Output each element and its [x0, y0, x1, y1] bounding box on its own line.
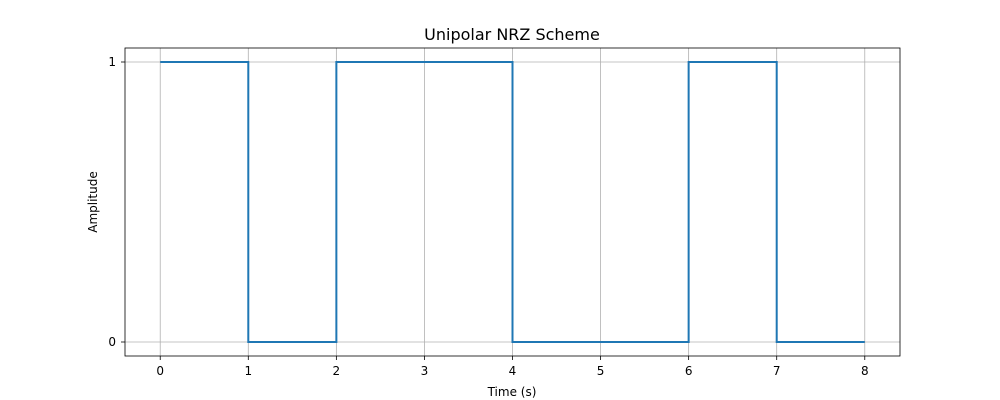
x-tick-label: 4	[509, 364, 517, 378]
x-tick-label: 1	[244, 364, 252, 378]
x-tick-label: 6	[685, 364, 693, 378]
axis-ticks: 0 1 2 3 4 5 6 7 8 0 1	[108, 55, 868, 378]
x-tick-label: 0	[156, 364, 164, 378]
y-axis-label: Amplitude	[86, 171, 100, 233]
chart-title: Unipolar NRZ Scheme	[424, 25, 600, 44]
plot-frame	[124, 47, 901, 357]
x-tick-label: 3	[421, 364, 429, 378]
x-tick-label: 8	[861, 364, 869, 378]
x-tick-label: 7	[773, 364, 781, 378]
y-tick-label: 1	[108, 55, 116, 69]
x-tick-label: 5	[597, 364, 605, 378]
series-layer	[160, 61, 865, 343]
series-line	[160, 61, 865, 343]
x-tick-label: 2	[333, 364, 341, 378]
y-tick-label: 0	[108, 335, 116, 349]
x-axis-label: Time (s)	[487, 385, 537, 399]
